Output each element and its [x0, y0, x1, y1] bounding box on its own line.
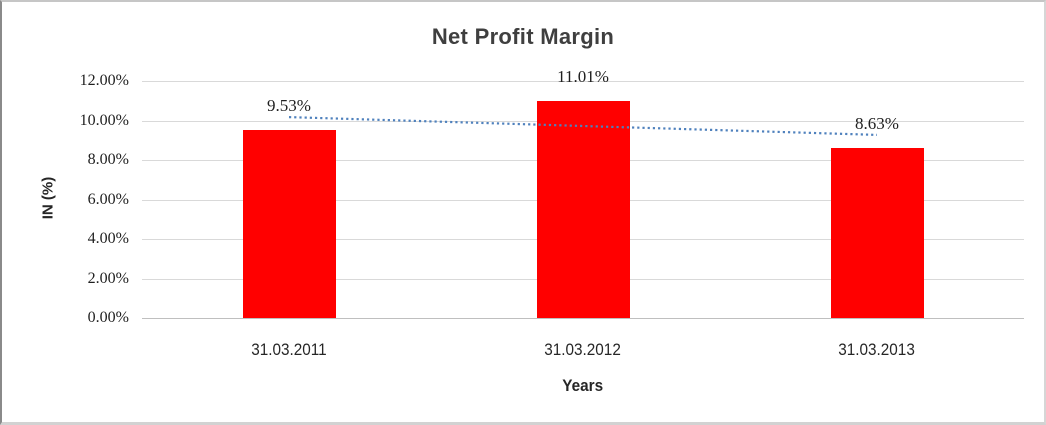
- x-axis-title-text: Years: [562, 376, 604, 395]
- bar-value-label: 11.01%: [557, 66, 609, 86]
- y-tick-label: 10.00%: [79, 111, 129, 129]
- x-tick-label-text: 31.03.2013: [838, 340, 916, 359]
- y-tick-label: 2.00%: [87, 269, 129, 287]
- x-axis-line: [142, 318, 1024, 319]
- y-tick-label: 8.00%: [87, 151, 129, 168]
- x-tick-label: 31.03.2013: [730, 340, 1024, 360]
- y-tick-label: 12.00%: [79, 72, 129, 89]
- bar-value-label: 9.53%: [267, 95, 311, 115]
- y-tick-label: 6.00%: [87, 190, 129, 208]
- x-tick-label-text: 31.03.2011: [251, 340, 327, 359]
- x-axis-title: Years: [142, 376, 1024, 396]
- y-tick-label: 4.00%: [87, 230, 129, 247]
- bar-31.03.2013: [830, 147, 924, 318]
- bar-31.03.2012: [536, 100, 630, 318]
- bar-31.03.2011: [242, 129, 336, 318]
- x-tick-label-text: 31.03.2012: [544, 340, 622, 359]
- x-tick-label: 31.03.2011: [142, 340, 436, 360]
- x-tick-label: 31.03.2012: [436, 340, 730, 360]
- chart-title: Net Profit Margin: [431, 24, 615, 49]
- bar-value-label: 8.63%: [855, 113, 899, 133]
- plot-area: [142, 81, 1024, 319]
- gridline: [142, 81, 1024, 82]
- y-tick-label: 0.00%: [87, 309, 129, 326]
